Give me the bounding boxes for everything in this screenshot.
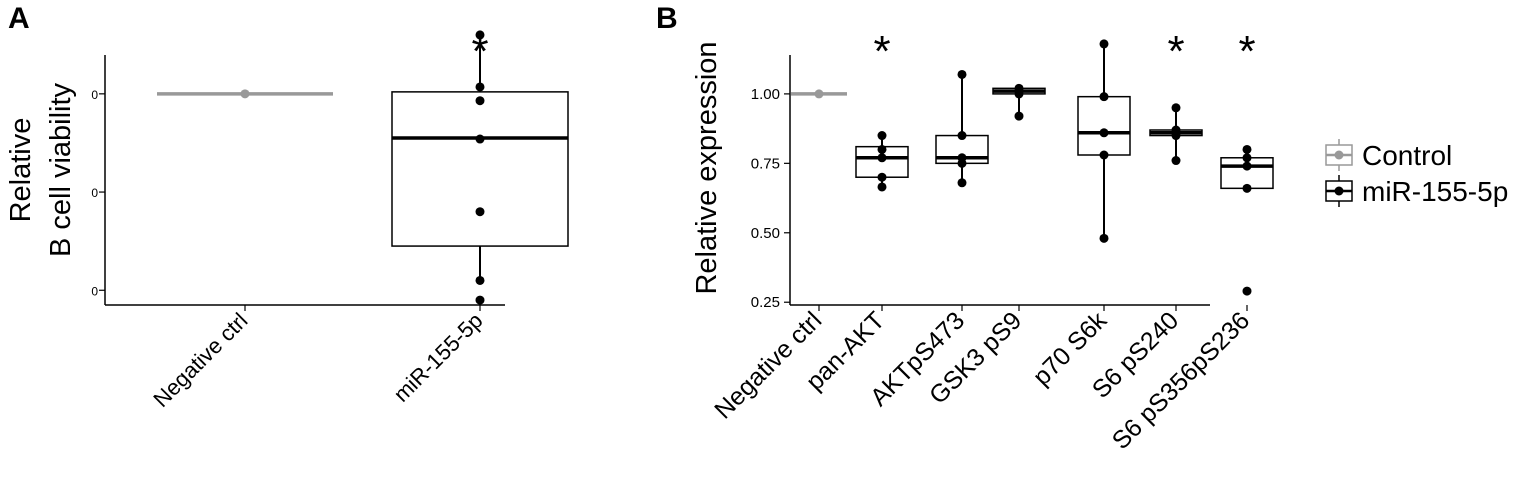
group-pan-akt (855, 131, 909, 192)
legend-point (1334, 150, 1344, 160)
data-point (1099, 128, 1109, 138)
data-point (475, 275, 485, 285)
data-point (877, 153, 887, 163)
data-point (1242, 144, 1252, 154)
box-iqr (1077, 95, 1131, 156)
data-point (475, 30, 485, 40)
data-point (814, 89, 824, 99)
x-tick-label: Negative ctrl (709, 306, 827, 424)
y-tick-label: 0.50 (751, 225, 780, 242)
y-tick-label: 0 (91, 284, 98, 298)
legend-label: miR-155-5p (1362, 176, 1508, 207)
data-point (240, 89, 250, 99)
panel-a: A 0 0 0 Relative B cell viability Negative ctr… (5, 2, 569, 412)
data-point (475, 295, 485, 305)
data-point (1099, 150, 1109, 160)
y-axis-label: Relative expression (691, 41, 723, 294)
data-point (1099, 39, 1109, 49)
y-axis-label: Relative (5, 118, 37, 223)
panel-letter: B (656, 2, 678, 35)
group-s6-ps240 (1149, 103, 1203, 166)
y-tick-label: 0 (91, 88, 98, 102)
group-gsk3-ps9 (992, 83, 1046, 121)
data-point (1242, 153, 1252, 163)
data-point (1099, 92, 1109, 102)
data-point (1242, 161, 1252, 171)
group-negative-ctrl (157, 89, 333, 99)
group-negative-ctrl (791, 89, 847, 99)
data-point (475, 96, 485, 106)
data-point (1099, 233, 1109, 243)
x-tick-label: miR-155-5p (389, 308, 488, 407)
data-point (1171, 103, 1181, 113)
legend-key-control (1325, 139, 1353, 171)
legend-key-mir-155-5p (1325, 175, 1353, 207)
data-point (1242, 183, 1252, 193)
data-point (877, 144, 887, 154)
data-point (957, 131, 967, 141)
significance-star: * (1167, 27, 1184, 76)
data-point (1242, 286, 1252, 296)
significance-star: * (1238, 27, 1255, 76)
group-aktps473 (935, 69, 989, 188)
legend-point (1334, 186, 1344, 196)
panel-b: B 1.00 0.75 0.50 0.25 Relative expression Nega… (656, 2, 1274, 455)
x-tick-label: Negative ctrl (148, 308, 252, 412)
data-point (957, 69, 967, 79)
data-point (877, 182, 887, 192)
data-point (957, 158, 967, 168)
y-tick-label: 1.00 (751, 86, 780, 103)
data-point (475, 82, 485, 92)
data-point (1014, 89, 1024, 99)
data-point (1171, 131, 1181, 141)
data-point (877, 131, 887, 141)
y-tick-label: 0.75 (751, 155, 780, 172)
data-point (957, 178, 967, 188)
data-point (877, 172, 887, 182)
y-axis-label: B cell viability (45, 82, 77, 257)
panel-letter: A (8, 2, 30, 35)
y-tick-label: 0.25 (751, 294, 780, 311)
legend: Control miR-155-5p (1325, 139, 1508, 207)
group-mir-155-5p (391, 30, 569, 305)
y-tick-label: 0 (91, 186, 98, 200)
significance-star: * (873, 27, 890, 76)
legend-label: Control (1362, 140, 1452, 171)
data-point (475, 134, 485, 144)
data-point (1171, 156, 1181, 166)
group-s6-ps356ps236 (1220, 144, 1274, 296)
box-iqr (391, 91, 569, 247)
data-point (1014, 111, 1024, 121)
group-p70-s6k (1077, 39, 1131, 243)
data-point (475, 207, 485, 217)
